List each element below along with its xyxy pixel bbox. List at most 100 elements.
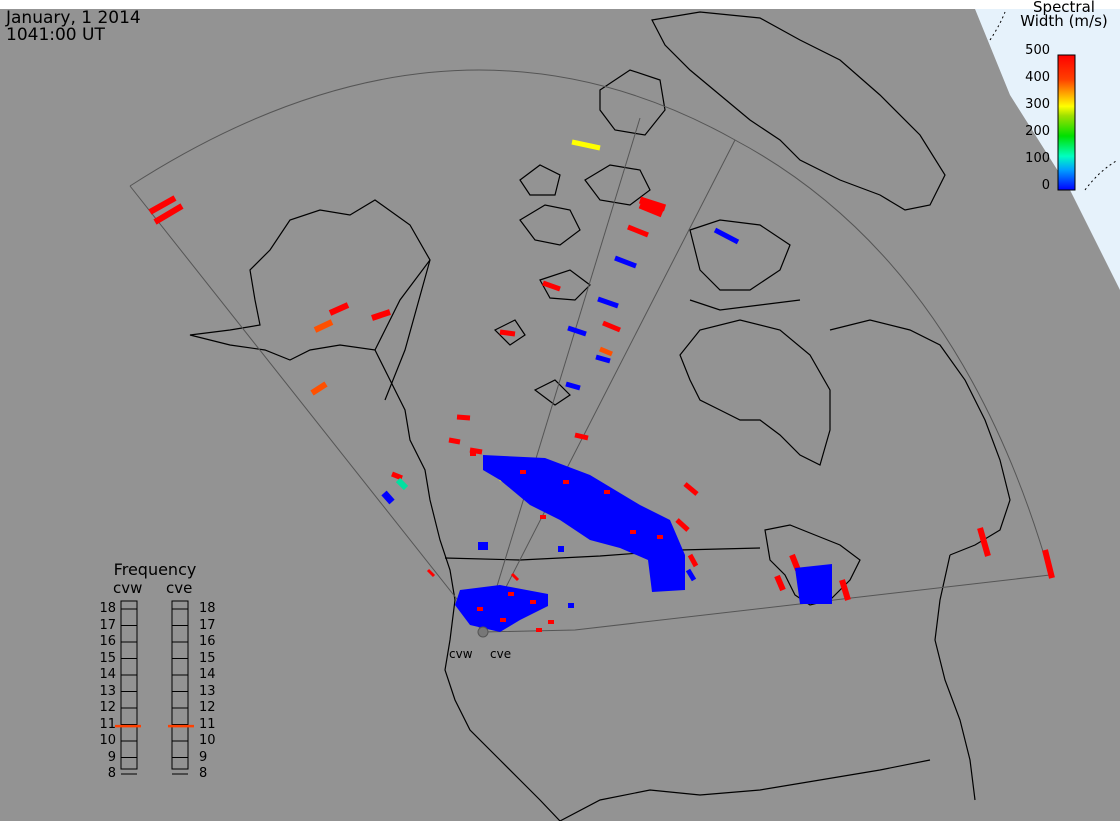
hudson-strait xyxy=(689,299,801,311)
backscatter-cell xyxy=(614,255,637,269)
alaska-coast xyxy=(189,199,431,361)
freq-radar-cve: cve xyxy=(166,579,193,597)
backscatter-region xyxy=(455,585,548,632)
hudson-bay xyxy=(679,319,831,466)
backscatter-cell xyxy=(713,227,740,245)
colorbar-tick-300: 300 xyxy=(1025,97,1050,112)
colorbar xyxy=(1057,54,1076,191)
cvw-scale-label: 17 xyxy=(99,617,116,633)
backscatter-cell xyxy=(558,546,564,552)
frequency-title: Frequency xyxy=(113,560,197,579)
labrador-coast xyxy=(829,319,1011,556)
arctic-island-4 xyxy=(519,164,561,196)
cvw-frequency-gauge xyxy=(120,600,138,770)
date-label: January, 1 2014 xyxy=(6,8,141,28)
top-white-strip xyxy=(0,0,1120,9)
cve-scale-label: 14 xyxy=(199,667,216,682)
backscatter-cell xyxy=(683,482,699,496)
cvw-scale-label: 12 xyxy=(99,700,116,715)
backscatter-cell xyxy=(563,480,569,484)
colorbar-title-line1: Spectral xyxy=(1033,0,1095,16)
fov-outer-arc xyxy=(129,69,1051,576)
cvw-scale-label: 10 xyxy=(99,733,116,748)
backscatter-region xyxy=(483,455,685,592)
arctic-island-6 xyxy=(539,269,591,301)
arctic-island-2 xyxy=(584,164,651,206)
cvw-beam-divider xyxy=(482,117,641,633)
backscatter-cell xyxy=(542,280,561,292)
cve-scale-label: 17 xyxy=(199,617,216,633)
backscatter-cells xyxy=(148,139,1055,632)
backscatter-cell xyxy=(630,530,636,534)
arctic-island-8 xyxy=(533,379,571,406)
dotted-arc-2 xyxy=(1084,159,1119,191)
cve-scale-label: 16 xyxy=(199,634,216,649)
backscatter-region xyxy=(795,564,832,604)
site-label-cvw: cvw xyxy=(449,647,473,661)
backscatter-cell xyxy=(426,568,436,578)
backscatter-cell xyxy=(839,579,851,601)
backscatter-cell xyxy=(477,607,483,611)
backscatter-cell xyxy=(595,354,611,364)
cvw-scale-label: 14 xyxy=(99,667,116,682)
backscatter-cell xyxy=(395,477,409,491)
colorbar-tick-0: 0 xyxy=(1041,178,1050,193)
cvw-scale-label: 8 xyxy=(107,766,116,781)
backscatter-cell xyxy=(448,437,461,445)
backscatter-cell xyxy=(657,535,663,539)
backscatter-cell xyxy=(310,381,328,396)
backscatter-cell xyxy=(567,325,587,337)
fov-outline xyxy=(129,69,1051,633)
cve-scale-label: 13 xyxy=(199,683,216,699)
backscatter-cell xyxy=(1042,549,1055,579)
cvw-scale-label: 9 xyxy=(107,749,116,765)
time-label: 1041:00 UT xyxy=(6,25,105,45)
colorbar-title-line2: Width (m/s) xyxy=(1020,12,1108,30)
radar-site-marker xyxy=(477,626,489,638)
cve-scale-label: 12 xyxy=(199,700,216,715)
cvw-scale-label: 13 xyxy=(99,683,116,699)
backscatter-cell xyxy=(153,203,184,225)
backscatter-cell xyxy=(469,447,483,455)
backscatter-cell xyxy=(530,600,536,604)
backscatter-cell xyxy=(500,618,506,622)
backscatter-cell xyxy=(371,309,391,321)
backscatter-cell xyxy=(789,553,801,572)
backscatter-cell xyxy=(381,490,395,505)
cve-scale-label: 10 xyxy=(199,733,216,748)
gulf-coast xyxy=(559,759,931,821)
backscatter-cell xyxy=(599,346,613,357)
colorbar-tick-100: 100 xyxy=(1025,151,1050,166)
backscatter-cell xyxy=(687,553,699,568)
fov-east-edge xyxy=(482,574,1051,633)
backscatter-cell xyxy=(510,572,520,582)
cvw-scale-label: 18 xyxy=(99,601,116,616)
cve-scale-label: 9 xyxy=(199,749,208,765)
backscatter-cell xyxy=(597,296,619,309)
cvw-scale-label: 16 xyxy=(99,634,116,649)
coastlines xyxy=(189,11,1011,821)
cvw-scale-label: 11 xyxy=(99,716,116,732)
east-coast xyxy=(934,554,976,801)
colorbar-tick-400: 400 xyxy=(1025,70,1050,85)
backscatter-cell xyxy=(508,592,514,596)
backscatter-cell xyxy=(977,527,991,557)
backscatter-cell xyxy=(675,518,690,532)
site-label-cve: cve xyxy=(490,647,512,661)
cve-scale-label: 15 xyxy=(199,650,216,666)
alaska-yukon-border xyxy=(384,259,431,401)
backscatter-cell xyxy=(536,628,542,632)
backscatter-cell xyxy=(627,224,649,238)
cve-frequency-gauge xyxy=(171,600,189,770)
backscatter-cell xyxy=(574,432,589,441)
polar-region xyxy=(975,9,1120,290)
arctic-island-1 xyxy=(519,204,581,246)
backscatter-cell xyxy=(638,196,667,212)
colorbar-tick-500: 500 xyxy=(1025,43,1050,58)
backscatter-cell xyxy=(478,542,488,550)
backscatter-cell xyxy=(548,620,554,624)
cve-scale-label: 11 xyxy=(199,716,216,732)
backscatter-cell xyxy=(470,452,476,456)
